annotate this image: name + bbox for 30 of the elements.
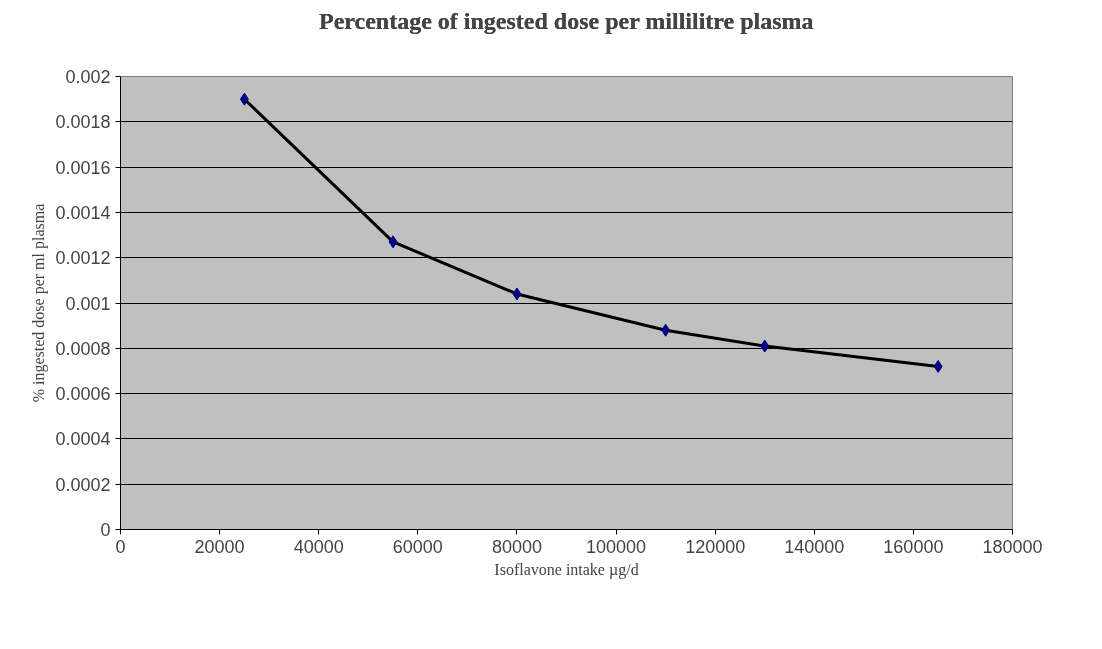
y-tick-label: 0.0006 [55,384,111,405]
x-tick-label: 60000 [392,536,443,557]
point [388,235,398,249]
y-tick-label: 0.001 [65,293,111,314]
y-axis-title: % ingested dose per ml plasma [30,203,49,403]
point [661,323,671,337]
chart-title: Percentage of ingested dose per millilitre plasma [318,7,814,34]
y-tick-label: 0.0014 [55,202,111,223]
x-axis-title: Isoflavone intake µg/d [494,560,639,579]
x-tick-label: 160000 [883,536,944,557]
point [239,92,249,106]
x-tick-label: 120000 [685,536,746,557]
x-tick-label: 140000 [784,536,845,557]
point [512,287,522,301]
y-tick-label: 0.0002 [55,474,111,495]
point [760,339,770,353]
x-tick-label: 0 [115,536,126,557]
x-tick-label: 180000 [982,536,1043,557]
x-tick-label: 80000 [491,536,542,557]
point [933,359,943,373]
y-tick-label: 0 [100,520,111,540]
x-tick-label: 20000 [194,536,245,557]
y-tick-label: 0.0016 [55,157,111,178]
y-tick-label: 0.002 [65,67,111,87]
y-tick-label: 0.0018 [55,112,111,133]
y-tick-label: 0.0012 [55,248,111,269]
y-tick-label: 0.0008 [55,338,111,359]
x-tick-label: 100000 [586,536,647,557]
x-tick-label: 40000 [293,536,344,557]
y-tick-label: 0.0004 [55,429,111,450]
